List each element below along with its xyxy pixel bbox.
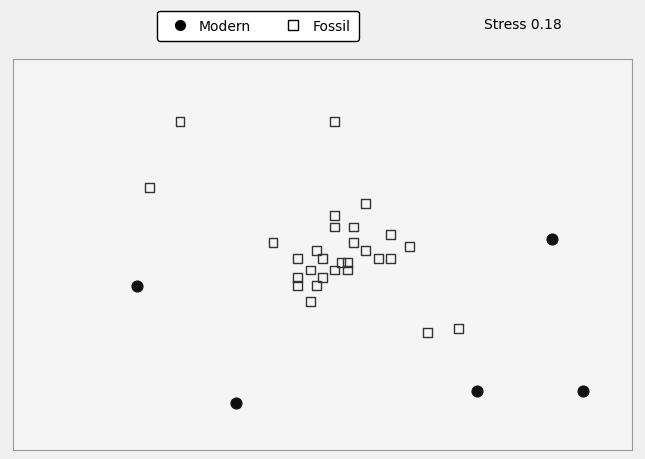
Point (336, 259, 346, 266)
Point (386, 231, 396, 239)
Point (305, 267, 315, 274)
Point (577, 387, 588, 395)
Point (293, 282, 303, 290)
Point (293, 255, 303, 263)
Point (330, 118, 340, 126)
Point (422, 329, 433, 336)
Point (348, 224, 359, 231)
Point (231, 399, 241, 407)
Point (305, 298, 315, 305)
Point (317, 274, 328, 282)
Point (132, 282, 142, 290)
Point (472, 387, 482, 395)
Text: Stress 0.18: Stress 0.18 (484, 18, 562, 32)
Point (311, 247, 321, 254)
Point (293, 274, 303, 282)
Point (546, 235, 557, 243)
Point (330, 212, 340, 219)
Point (144, 185, 154, 192)
Point (348, 240, 359, 247)
Point (330, 267, 340, 274)
Point (404, 243, 414, 251)
Point (361, 200, 371, 207)
Point (453, 325, 464, 332)
Point (175, 118, 185, 126)
Point (342, 259, 352, 266)
Point (373, 255, 383, 263)
Point (317, 255, 328, 263)
Point (342, 267, 352, 274)
Point (386, 255, 396, 263)
Legend: Modern, Fossil: Modern, Fossil (157, 11, 359, 42)
Point (361, 247, 371, 254)
Point (330, 224, 340, 231)
Point (268, 240, 278, 247)
Point (311, 282, 321, 290)
